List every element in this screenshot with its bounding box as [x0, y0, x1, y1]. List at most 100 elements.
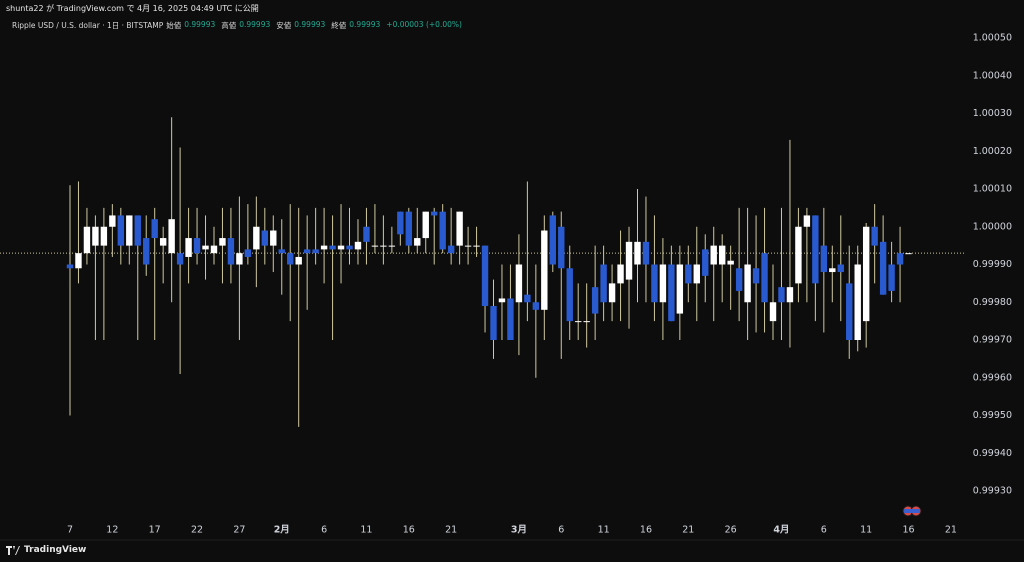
- candle-body: [608, 283, 616, 303]
- candle-body: [464, 245, 472, 247]
- x-tick-label: 12: [106, 525, 118, 536]
- candle-body: [693, 264, 700, 284]
- candle-body: [422, 211, 429, 239]
- candle-body: [75, 253, 82, 269]
- candle-body: [371, 245, 379, 247]
- candle-body: [507, 298, 514, 340]
- candle-body: [92, 226, 99, 246]
- x-tick-label: 27: [233, 525, 245, 536]
- candle-body: [329, 245, 336, 250]
- candle-body: [575, 321, 582, 323]
- candle-body: [109, 215, 116, 227]
- candle-body: [388, 245, 396, 247]
- candle-body: [473, 245, 480, 247]
- candle-body: [320, 245, 328, 250]
- y-tick-label: 1.00040: [973, 70, 1012, 81]
- candle-body: [541, 230, 548, 310]
- candle-body: [532, 302, 540, 310]
- candle-body: [651, 264, 658, 303]
- candle-body: [193, 238, 201, 254]
- logo: [6, 545, 20, 555]
- y-tick-label: 1.00050: [973, 33, 1012, 44]
- footer-brand: TradingView: [24, 545, 87, 555]
- candle-body: [744, 264, 751, 303]
- candle-body: [905, 253, 912, 255]
- change: +0.00003 (+0.00%): [386, 20, 462, 29]
- candle-body: [270, 230, 277, 246]
- candle-body: [159, 238, 167, 246]
- low-label: 安値: [276, 21, 292, 30]
- x-tick-label: 2月: [274, 525, 290, 536]
- candle-body: [676, 264, 684, 314]
- y-tick-label: 1.00030: [973, 108, 1012, 119]
- y-tick-label: 0.99990: [973, 259, 1012, 270]
- candle-body: [617, 264, 624, 284]
- x-tick-label: 11: [360, 525, 372, 536]
- candle-body: [354, 241, 362, 250]
- candle-body: [829, 268, 836, 273]
- candle-body: [549, 215, 556, 265]
- candle-body: [481, 245, 489, 307]
- candle-body: [447, 245, 455, 254]
- y-tick-label: 0.99930: [973, 486, 1012, 497]
- y-tick-label: 0.99970: [973, 335, 1012, 346]
- event-icons: [902, 505, 922, 517]
- candle-body: [83, 226, 91, 254]
- candle-body: [143, 238, 150, 265]
- x-tick-label: 16: [640, 525, 652, 536]
- candle-body: [837, 264, 844, 273]
- x-tick-label: 6: [821, 525, 827, 536]
- candle-body: [710, 245, 717, 265]
- y-tick-label: 1.00010: [973, 184, 1012, 195]
- x-tick-label: 21: [682, 525, 694, 536]
- candle-body: [414, 238, 421, 246]
- candle-body: [846, 283, 853, 340]
- footer: TradingView: [6, 545, 86, 555]
- candle-body: [642, 241, 650, 265]
- candle-body: [718, 245, 726, 265]
- candle-body: [668, 264, 675, 322]
- candle-body: [888, 264, 895, 291]
- candle-body: [397, 211, 404, 235]
- candle-body: [820, 245, 828, 273]
- candle-body: [812, 215, 819, 284]
- candle-body: [210, 245, 218, 254]
- candle-body: [134, 215, 141, 246]
- x-tick-label: 11: [860, 525, 872, 536]
- x-tick-label: 6: [558, 525, 564, 536]
- y-tick-label: 1.00020: [973, 146, 1012, 157]
- candle-body: [769, 302, 777, 322]
- low-value: 0.99993: [294, 20, 326, 29]
- x-tick-label: 17: [149, 525, 161, 536]
- candle-body: [227, 238, 235, 265]
- candle-body: [66, 264, 74, 269]
- candle-body: [583, 321, 590, 323]
- legend: Ripple USD / U.S. dollar · 1日 · BITSTAMP…: [12, 20, 465, 31]
- candle-body: [879, 241, 887, 295]
- candle-body: [202, 245, 209, 250]
- candle-body: [244, 249, 252, 257]
- candle-body: [151, 219, 158, 239]
- candle-body: [490, 306, 497, 340]
- candle-body: [786, 287, 794, 303]
- y-tick-label: 0.99980: [973, 297, 1012, 308]
- x-tick-label: 26: [725, 525, 737, 536]
- y-tick-label: 1.00000: [973, 221, 1012, 232]
- candle-body: [236, 253, 243, 265]
- candle-body: [261, 230, 269, 246]
- high-value: 0.99993: [239, 20, 271, 29]
- candle-body: [253, 226, 260, 250]
- candle-body: [219, 238, 226, 246]
- candle-body: [380, 245, 387, 247]
- candle-body: [498, 298, 506, 303]
- x-tick-label: 16: [403, 525, 415, 536]
- candle-body: [871, 226, 878, 246]
- candle-body: [795, 226, 802, 284]
- candle-body: [685, 264, 692, 284]
- candle-body: [439, 211, 446, 250]
- close-value: 0.99993: [349, 20, 381, 29]
- symbol: Ripple USD / U.S. dollar · 1日 · BITSTAMP: [12, 21, 164, 30]
- x-tick-label: 7: [67, 525, 73, 536]
